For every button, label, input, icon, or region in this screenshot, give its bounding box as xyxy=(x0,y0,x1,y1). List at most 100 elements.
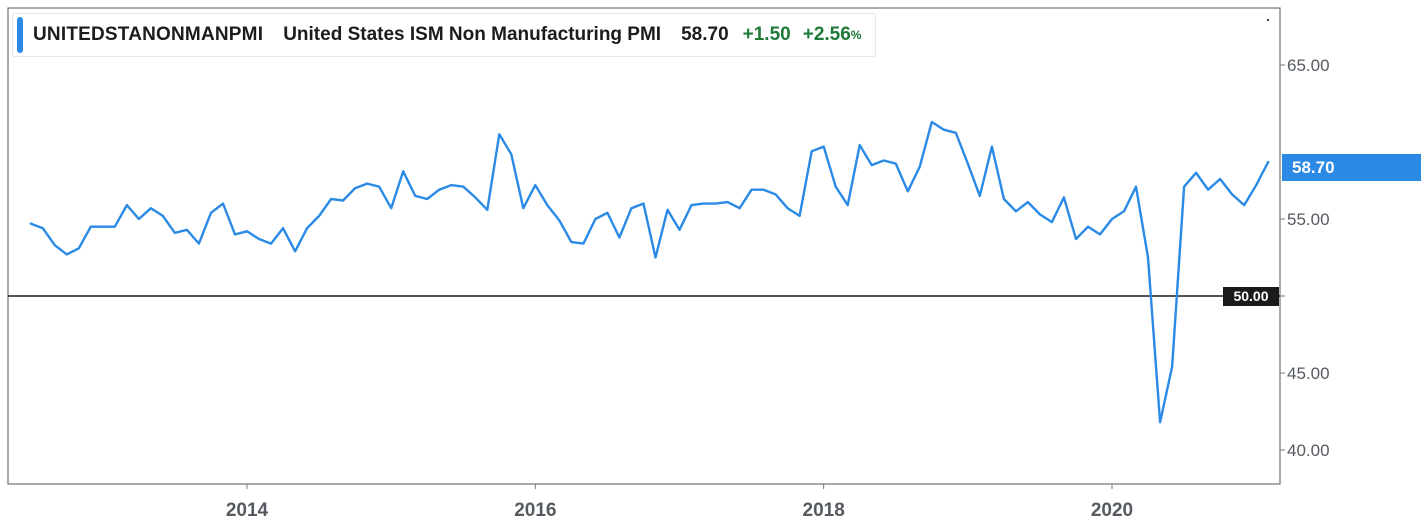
data-point[interactable] xyxy=(761,187,767,193)
data-point[interactable] xyxy=(88,224,94,230)
data-point[interactable] xyxy=(737,205,743,211)
data-point[interactable] xyxy=(1121,208,1127,214)
data-point[interactable] xyxy=(689,202,695,208)
data-point[interactable] xyxy=(52,242,58,248)
data-point[interactable] xyxy=(677,227,683,233)
data-point[interactable] xyxy=(1169,364,1175,370)
data-point[interactable] xyxy=(580,241,586,247)
data-point[interactable] xyxy=(616,235,622,241)
data-point[interactable] xyxy=(1001,196,1007,202)
data-point[interactable] xyxy=(1253,182,1259,188)
data-point[interactable] xyxy=(280,225,286,231)
data-point[interactable] xyxy=(857,142,863,148)
data-point[interactable] xyxy=(328,196,334,202)
data-point[interactable] xyxy=(496,131,502,137)
data-point[interactable] xyxy=(1133,184,1139,190)
data-point[interactable] xyxy=(965,161,971,167)
data-point[interactable] xyxy=(1157,419,1163,425)
data-point[interactable] xyxy=(400,168,406,174)
data-point[interactable] xyxy=(556,218,562,224)
data-point[interactable] xyxy=(472,194,478,200)
data-point[interactable] xyxy=(905,188,911,194)
data-point[interactable] xyxy=(713,201,719,207)
data-point[interactable] xyxy=(412,193,418,199)
data-point[interactable] xyxy=(292,248,298,254)
data-point[interactable] xyxy=(833,184,839,190)
data-point[interactable] xyxy=(1013,208,1019,214)
data-point[interactable] xyxy=(508,151,514,157)
data-point[interactable] xyxy=(172,230,178,236)
data-point[interactable] xyxy=(40,225,46,231)
data-point[interactable] xyxy=(1097,231,1103,237)
data-point[interactable] xyxy=(989,144,995,150)
data-point[interactable] xyxy=(869,162,875,168)
data-point[interactable] xyxy=(484,207,490,213)
data-point[interactable] xyxy=(148,205,154,211)
data-point[interactable] xyxy=(1061,194,1067,200)
data-point[interactable] xyxy=(785,205,791,211)
data-point[interactable] xyxy=(220,201,226,207)
data-point[interactable] xyxy=(352,185,358,191)
data-point[interactable] xyxy=(208,210,214,216)
data-point[interactable] xyxy=(1217,176,1223,182)
series-legend[interactable]: UNITEDSTANONMANPMI United States ISM Non… xyxy=(12,13,877,57)
data-point[interactable] xyxy=(136,216,142,222)
data-point[interactable] xyxy=(28,221,34,227)
data-point[interactable] xyxy=(544,202,550,208)
data-point[interactable] xyxy=(532,182,538,188)
series-line[interactable] xyxy=(29,120,1270,424)
data-point[interactable] xyxy=(76,245,82,251)
data-point[interactable] xyxy=(340,198,346,204)
data-point[interactable] xyxy=(665,207,671,213)
data-point[interactable] xyxy=(1205,187,1211,193)
data-point[interactable] xyxy=(1025,199,1031,205)
data-point[interactable] xyxy=(304,225,310,231)
data-point[interactable] xyxy=(821,144,827,150)
data-point[interactable] xyxy=(196,241,202,247)
data-point[interactable] xyxy=(725,199,731,205)
data-point[interactable] xyxy=(1181,184,1187,190)
data-point[interactable] xyxy=(1145,255,1151,261)
data-point[interactable] xyxy=(100,224,106,230)
data-point[interactable] xyxy=(1037,211,1043,217)
data-point[interactable] xyxy=(1049,219,1055,225)
data-point[interactable] xyxy=(364,181,370,187)
data-point[interactable] xyxy=(881,158,887,164)
data-point[interactable] xyxy=(797,213,803,219)
data-point[interactable] xyxy=(160,213,166,219)
data-point[interactable] xyxy=(568,239,574,245)
data-point[interactable] xyxy=(448,182,454,188)
data-point[interactable] xyxy=(953,130,959,136)
data-point[interactable] xyxy=(1109,216,1115,222)
data-point[interactable] xyxy=(460,184,466,190)
data-point[interactable] xyxy=(977,193,983,199)
data-point[interactable] xyxy=(376,184,382,190)
data-point[interactable] xyxy=(1265,159,1271,165)
data-point[interactable] xyxy=(701,201,707,207)
data-point[interactable] xyxy=(809,148,815,154)
data-point[interactable] xyxy=(124,202,130,208)
data-point[interactable] xyxy=(268,241,274,247)
data-point[interactable] xyxy=(893,161,899,167)
data-point[interactable] xyxy=(641,201,647,207)
data-point[interactable] xyxy=(773,191,779,197)
data-point[interactable] xyxy=(316,213,322,219)
data-point[interactable] xyxy=(1193,170,1199,176)
data-point[interactable] xyxy=(1229,191,1235,197)
data-point[interactable] xyxy=(1073,236,1079,242)
data-point[interactable] xyxy=(232,231,238,237)
data-point[interactable] xyxy=(436,187,442,193)
data-point[interactable] xyxy=(604,210,610,216)
data-point[interactable] xyxy=(628,205,634,211)
data-point[interactable] xyxy=(244,228,250,234)
data-point[interactable] xyxy=(1241,202,1247,208)
data-point[interactable] xyxy=(653,255,659,261)
data-point[interactable] xyxy=(845,202,851,208)
data-point[interactable] xyxy=(929,119,935,125)
data-point[interactable] xyxy=(592,216,598,222)
data-point[interactable] xyxy=(1085,224,1091,230)
data-point[interactable] xyxy=(184,227,190,233)
data-point[interactable] xyxy=(520,205,526,211)
data-point[interactable] xyxy=(749,187,755,193)
data-point[interactable] xyxy=(64,251,70,257)
